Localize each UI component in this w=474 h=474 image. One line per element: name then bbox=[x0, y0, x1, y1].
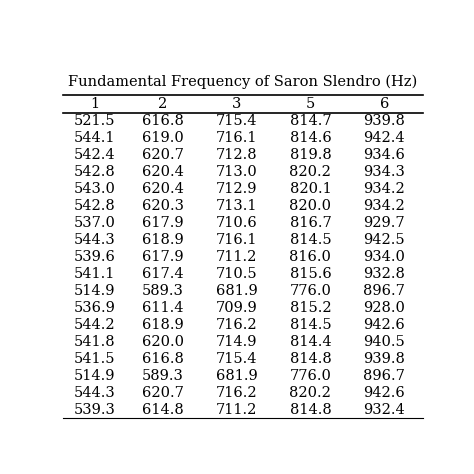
Text: 618.9: 618.9 bbox=[142, 233, 184, 247]
Text: 541.8: 541.8 bbox=[73, 335, 115, 349]
Text: 710.5: 710.5 bbox=[216, 267, 257, 281]
Text: 934.3: 934.3 bbox=[363, 165, 405, 179]
Text: 814.8: 814.8 bbox=[290, 403, 331, 417]
Text: 814.5: 814.5 bbox=[290, 318, 331, 332]
Text: 939.8: 939.8 bbox=[363, 352, 405, 366]
Text: 814.8: 814.8 bbox=[290, 352, 331, 366]
Text: 521.5: 521.5 bbox=[73, 114, 115, 128]
Text: 616.8: 616.8 bbox=[142, 352, 184, 366]
Text: 617.9: 617.9 bbox=[142, 250, 183, 264]
Text: 940.5: 940.5 bbox=[364, 335, 405, 349]
Text: 617.4: 617.4 bbox=[142, 267, 183, 281]
Text: 589.3: 589.3 bbox=[142, 284, 184, 298]
Text: 820.2: 820.2 bbox=[290, 165, 331, 179]
Text: 814.4: 814.4 bbox=[290, 335, 331, 349]
Text: 711.2: 711.2 bbox=[216, 250, 257, 264]
Text: 3: 3 bbox=[232, 97, 241, 111]
Text: 537.0: 537.0 bbox=[73, 216, 115, 230]
Text: 820.1: 820.1 bbox=[290, 182, 331, 196]
Text: 716.1: 716.1 bbox=[216, 131, 257, 145]
Text: 544.3: 544.3 bbox=[73, 233, 115, 247]
Text: 934.6: 934.6 bbox=[363, 148, 405, 162]
Text: Fundamental Frequency of Saron Slendro (Hz): Fundamental Frequency of Saron Slendro (… bbox=[68, 74, 418, 89]
Text: 716.2: 716.2 bbox=[216, 318, 257, 332]
Text: 819.8: 819.8 bbox=[290, 148, 331, 162]
Text: 714.9: 714.9 bbox=[216, 335, 257, 349]
Text: 589.3: 589.3 bbox=[142, 369, 184, 383]
Text: 620.4: 620.4 bbox=[142, 182, 184, 196]
Text: 514.9: 514.9 bbox=[73, 284, 115, 298]
Text: 542.4: 542.4 bbox=[73, 148, 115, 162]
Text: 614.8: 614.8 bbox=[142, 403, 184, 417]
Text: 619.0: 619.0 bbox=[142, 131, 184, 145]
Text: 1: 1 bbox=[90, 97, 99, 111]
Text: 929.7: 929.7 bbox=[364, 216, 405, 230]
Text: 539.6: 539.6 bbox=[73, 250, 115, 264]
Text: 942.5: 942.5 bbox=[364, 233, 405, 247]
Text: 681.9: 681.9 bbox=[216, 369, 257, 383]
Text: 620.0: 620.0 bbox=[142, 335, 184, 349]
Text: 934.2: 934.2 bbox=[364, 199, 405, 213]
Text: 543.0: 543.0 bbox=[73, 182, 115, 196]
Text: 939.8: 939.8 bbox=[363, 114, 405, 128]
Text: 544.1: 544.1 bbox=[73, 131, 115, 145]
Text: 896.7: 896.7 bbox=[363, 284, 405, 298]
Text: 541.1: 541.1 bbox=[74, 267, 115, 281]
Text: 713.1: 713.1 bbox=[216, 199, 257, 213]
Text: 934.0: 934.0 bbox=[363, 250, 405, 264]
Text: 814.5: 814.5 bbox=[290, 233, 331, 247]
Text: 542.8: 542.8 bbox=[73, 199, 115, 213]
Text: 715.4: 715.4 bbox=[216, 352, 257, 366]
Text: 710.6: 710.6 bbox=[216, 216, 257, 230]
Text: 942.4: 942.4 bbox=[364, 131, 405, 145]
Text: 681.9: 681.9 bbox=[216, 284, 257, 298]
Text: 544.2: 544.2 bbox=[73, 318, 115, 332]
Text: 5: 5 bbox=[306, 97, 315, 111]
Text: 820.2: 820.2 bbox=[290, 386, 331, 400]
Text: 541.5: 541.5 bbox=[73, 352, 115, 366]
Text: 712.9: 712.9 bbox=[216, 182, 257, 196]
Text: 618.9: 618.9 bbox=[142, 318, 184, 332]
Text: 776.0: 776.0 bbox=[290, 284, 331, 298]
Text: 814.7: 814.7 bbox=[290, 114, 331, 128]
Text: 716.2: 716.2 bbox=[216, 386, 257, 400]
Text: 617.9: 617.9 bbox=[142, 216, 183, 230]
Text: 816.0: 816.0 bbox=[290, 250, 331, 264]
Text: 2: 2 bbox=[158, 97, 167, 111]
Text: 928.0: 928.0 bbox=[363, 301, 405, 315]
Text: 942.6: 942.6 bbox=[364, 318, 405, 332]
Text: 620.7: 620.7 bbox=[142, 386, 184, 400]
Text: 932.4: 932.4 bbox=[364, 403, 405, 417]
Text: 542.8: 542.8 bbox=[73, 165, 115, 179]
Text: 815.6: 815.6 bbox=[290, 267, 331, 281]
Text: 6: 6 bbox=[380, 97, 389, 111]
Text: 536.9: 536.9 bbox=[73, 301, 115, 315]
Text: 712.8: 712.8 bbox=[216, 148, 257, 162]
Text: 713.0: 713.0 bbox=[216, 165, 257, 179]
Text: 544.3: 544.3 bbox=[73, 386, 115, 400]
Text: 934.2: 934.2 bbox=[364, 182, 405, 196]
Text: 815.2: 815.2 bbox=[290, 301, 331, 315]
Text: 932.8: 932.8 bbox=[363, 267, 405, 281]
Text: 514.9: 514.9 bbox=[73, 369, 115, 383]
Text: 715.4: 715.4 bbox=[216, 114, 257, 128]
Text: 814.6: 814.6 bbox=[290, 131, 331, 145]
Text: 716.1: 716.1 bbox=[216, 233, 257, 247]
Text: 611.4: 611.4 bbox=[142, 301, 183, 315]
Text: 620.3: 620.3 bbox=[142, 199, 184, 213]
Text: 896.7: 896.7 bbox=[363, 369, 405, 383]
Text: 616.8: 616.8 bbox=[142, 114, 184, 128]
Text: 711.2: 711.2 bbox=[216, 403, 257, 417]
Text: 820.0: 820.0 bbox=[290, 199, 331, 213]
Text: 816.7: 816.7 bbox=[290, 216, 331, 230]
Text: 620.7: 620.7 bbox=[142, 148, 184, 162]
Text: 942.6: 942.6 bbox=[364, 386, 405, 400]
Text: 539.3: 539.3 bbox=[73, 403, 115, 417]
Text: 776.0: 776.0 bbox=[290, 369, 331, 383]
Text: 620.4: 620.4 bbox=[142, 165, 184, 179]
Text: 709.9: 709.9 bbox=[216, 301, 257, 315]
